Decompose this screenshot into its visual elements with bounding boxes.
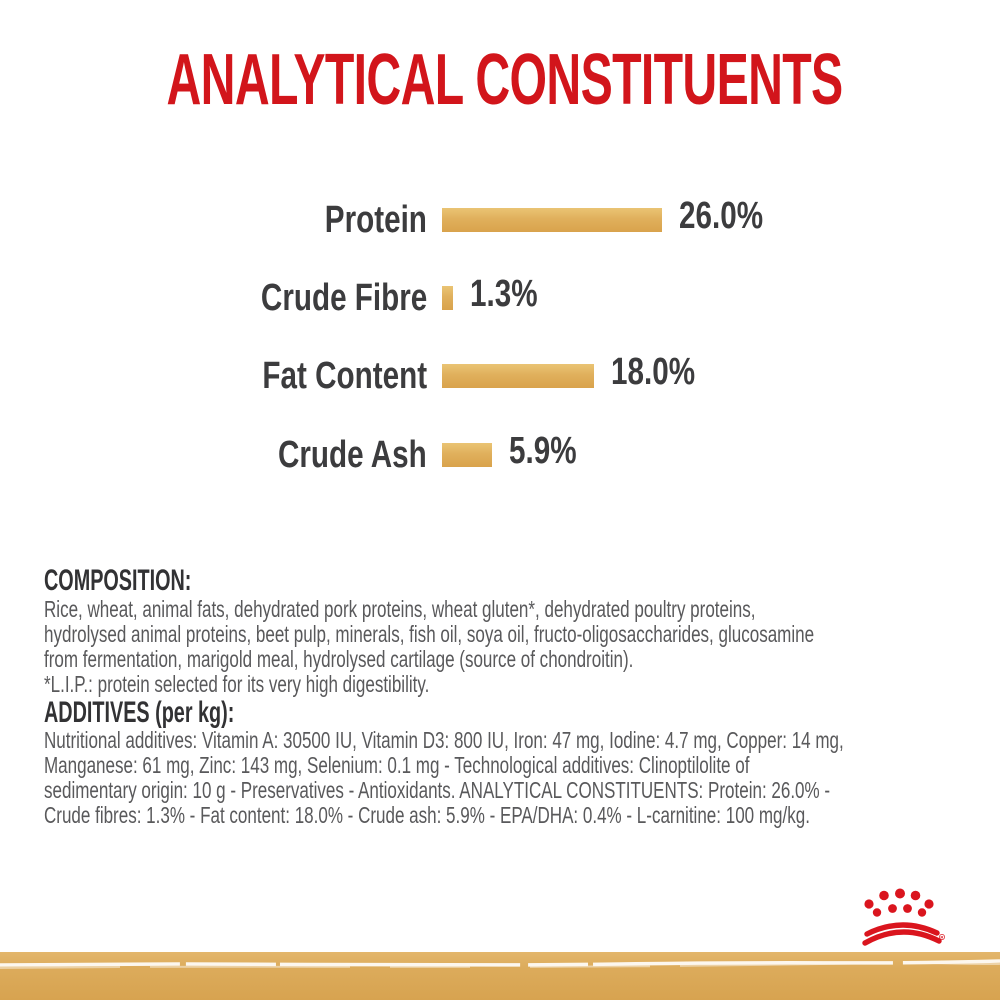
chart-value: 26.0% (679, 196, 787, 244)
chart-bar-area: 5.9% (442, 431, 596, 475)
additives-heading: ADDITIVES (per kg): (44, 696, 332, 735)
chart-label: Crude Fibre (0, 278, 427, 318)
chart-row-crude-ash: Crude Ash 5.9% (0, 431, 1000, 475)
chart-value: 5.9% (509, 431, 596, 479)
chart-value: 18.0% (611, 352, 719, 400)
chart-label-text: Fat Content (262, 355, 427, 397)
chart-bar (442, 443, 492, 467)
chart-bar-area: 18.0% (442, 352, 719, 396)
chart-label-text: Crude Fibre (260, 277, 427, 319)
chart-value: 1.3% (470, 274, 557, 322)
composition-heading-text: COMPOSITION: (44, 564, 192, 597)
composition-body: Rice, wheat, animal fats, dehydrated por… (44, 597, 1000, 697)
additives-body: Nutritional additives: Vitamin A: 30500 … (44, 728, 1000, 828)
chart-row-fat-content: Fat Content 18.0% (0, 352, 1000, 396)
chart-label-text: Protein (324, 199, 427, 241)
page-title-text: ANALYTICAL CONSTITUENTS (166, 40, 843, 120)
royal-canin-crown-icon: R (862, 888, 945, 946)
chart-label: Crude Ash (0, 435, 427, 475)
chart-value-text: 5.9% (509, 430, 577, 472)
chart-value-text: 26.0% (679, 195, 764, 237)
chart-row-protein: Protein 26.0% (0, 196, 1000, 240)
additives-text: Nutritional additives: Vitamin A: 30500 … (44, 727, 844, 828)
chart-bar-area: 26.0% (442, 196, 787, 240)
chart-label: Protein (0, 200, 427, 240)
chart-bar (442, 286, 453, 310)
composition-text: Rice, wheat, animal fats, dehydrated por… (44, 596, 815, 672)
chart-label: Fat Content (0, 356, 427, 396)
composition-heading: COMPOSITION: (44, 564, 267, 603)
additives-heading-text: ADDITIVES (per kg): (44, 696, 235, 729)
chart-value-text: 1.3% (470, 273, 538, 315)
chart-bar (442, 208, 662, 232)
chart-value-text: 18.0% (611, 351, 696, 393)
composition-footnote: *L.I.P.: protein selected for its very h… (44, 671, 430, 697)
chart-bar (442, 364, 594, 388)
chart-label-text: Crude Ash (278, 434, 427, 476)
chart-row-crude-fibre: Crude Fibre 1.3% (0, 274, 1000, 318)
registered-mark: R (941, 934, 944, 939)
page-title: ANALYTICAL CONSTITUENTS (0, 40, 1000, 120)
chart-bar-area: 1.3% (442, 274, 557, 318)
gold-band-decoration (0, 952, 1000, 1000)
